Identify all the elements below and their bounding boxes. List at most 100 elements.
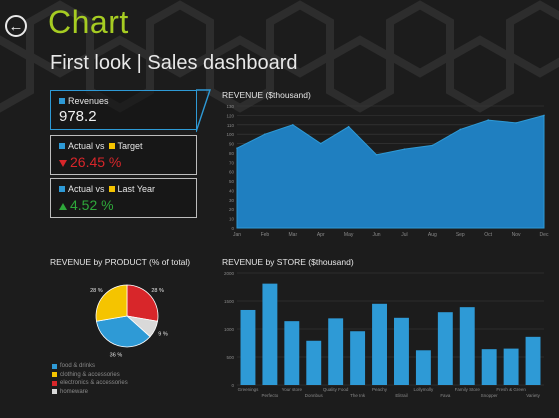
x-tick-label: Snopper <box>481 393 499 398</box>
legend-swatch <box>52 363 57 369</box>
data-point <box>292 123 294 126</box>
pie-data-label: 28 % <box>151 288 164 294</box>
pie-data-label: 28 % <box>90 288 103 294</box>
kpi-label-a: Actual vs <box>68 184 105 194</box>
x-tick-label: Peachy <box>372 387 388 392</box>
x-tick-label: Nov <box>512 232 521 238</box>
kpi-label-b: Target <box>117 141 143 151</box>
bar <box>481 349 497 385</box>
y-tick-label: 50 <box>229 179 235 184</box>
legend-swatch <box>108 186 115 192</box>
x-tick-label: Fresh & Green <box>496 387 526 392</box>
kpi-revenues[interactable]: Revenues 978.2 <box>50 90 197 130</box>
pie-legend-label: electronics & accessories <box>60 380 128 387</box>
x-tick-label: Quality Food <box>323 387 349 392</box>
pie-data-label: 9 % <box>158 331 168 337</box>
x-tick-label: Sep <box>456 232 465 238</box>
area-series <box>236 114 545 229</box>
pie-slice <box>95 315 151 348</box>
bar <box>240 309 256 385</box>
revenue-product-pie-chart[interactable]: 36 % 28 % 28 % 9 % <box>70 268 180 358</box>
bar <box>306 340 322 385</box>
y-tick-label: 70 <box>229 160 235 165</box>
hexagon-background <box>0 0 559 113</box>
data-point <box>319 142 322 145</box>
data-point <box>431 144 434 147</box>
y-tick-label: 130 <box>226 104 234 109</box>
revenue-store-bar-chart[interactable]: 0 500 1000 1500 2000 Greenings Your store Quali… <box>212 267 552 412</box>
y-tick-label: 30 <box>229 198 235 203</box>
y-tick-label: 40 <box>229 188 235 193</box>
y-tick-label: 90 <box>229 142 235 147</box>
y-tick-label: 110 <box>227 123 235 128</box>
back-arrow-icon: ← <box>8 17 24 35</box>
bar <box>372 303 387 385</box>
bar <box>284 321 300 385</box>
x-tick-label: Apr <box>317 232 325 238</box>
bar <box>262 283 278 385</box>
y-tick-label: 2000 <box>224 271 235 276</box>
data-point <box>543 114 545 117</box>
down-triangle-icon <box>59 159 67 167</box>
x-tick-label: Donnbus <box>305 393 324 398</box>
pie-slice <box>126 284 159 322</box>
pie-legend-label: food & drinks <box>60 363 96 370</box>
kpi-label-a: Actual vs <box>68 141 105 151</box>
y-tick-label: 1500 <box>224 299 235 304</box>
x-tick-label: Variety <box>526 393 540 398</box>
up-triangle-icon <box>59 202 67 210</box>
data-point <box>403 148 406 150</box>
x-tick-label: Elitrail <box>395 393 407 398</box>
bar <box>328 318 344 385</box>
pie-chart-title: REVENUE by PRODUCT (% of total) <box>50 257 191 267</box>
legend-swatch <box>52 380 57 386</box>
kpi-revenues-value: 978.2 <box>59 108 97 125</box>
bar <box>525 336 541 385</box>
kpi-revenues-label: Revenues <box>68 96 109 106</box>
bar <box>503 348 519 385</box>
kpi-actual-vs-last-year[interactable]: Actual vs Last Year 4.52 % <box>50 178 197 218</box>
y-tick-label: 0 <box>231 383 234 388</box>
page-subtitle: First look | Sales dashboard <box>50 52 298 74</box>
x-tick-label: Jun <box>373 232 381 238</box>
pie-legend-item: electronics & accessories <box>52 379 128 388</box>
y-tick-label: 100 <box>226 132 234 137</box>
y-tick-label: 60 <box>229 170 235 175</box>
bar <box>394 317 409 385</box>
legend-swatch <box>59 143 65 149</box>
revenue-area-chart[interactable]: 0 10 20 30 40 50 60 70 80 90 100 110 120 130 Jan Feb Mar… <box>212 100 552 240</box>
x-tick-label: Jan <box>233 232 241 238</box>
x-tick-label: Jul <box>401 232 407 238</box>
x-tick-label: Family Store <box>455 387 481 392</box>
area-chart-title: REVENUE ($thousand) <box>222 90 311 100</box>
data-point <box>487 119 489 121</box>
pie-legend-label: clothing & accessories <box>60 371 120 378</box>
bar <box>459 307 475 385</box>
x-tick-label: Oct <box>484 232 492 238</box>
data-point <box>347 125 350 128</box>
kpi-actual-vs-target[interactable]: Actual vs Target 26.45 % <box>50 135 197 175</box>
pie-data-label: 36 % <box>110 352 123 358</box>
x-tick-label: Mar <box>289 232 298 238</box>
y-tick-label: 80 <box>229 151 235 156</box>
legend-swatch <box>52 389 57 395</box>
pie-slice <box>95 284 128 322</box>
x-tick-label: Perfecto <box>262 393 279 398</box>
legend-swatch <box>108 143 115 149</box>
bar <box>350 331 366 385</box>
y-tick-label: 20 <box>229 207 235 212</box>
legend-swatch <box>52 372 57 378</box>
back-button[interactable]: ← <box>5 15 27 37</box>
data-point <box>375 154 378 156</box>
bar <box>415 350 431 385</box>
x-tick-label: Lollymolly <box>414 387 435 392</box>
y-tick-label: 120 <box>226 113 234 118</box>
legend-swatch <box>59 98 65 104</box>
legend-swatch <box>59 186 65 192</box>
x-tick-label: Aug <box>428 232 437 238</box>
kpi-label-b: Last Year <box>117 184 156 194</box>
data-point <box>264 133 266 135</box>
pie-legend-item: food & drinks <box>52 362 128 371</box>
pie-legend-label: homeware <box>60 388 89 395</box>
x-tick-label: Fava <box>440 393 451 398</box>
